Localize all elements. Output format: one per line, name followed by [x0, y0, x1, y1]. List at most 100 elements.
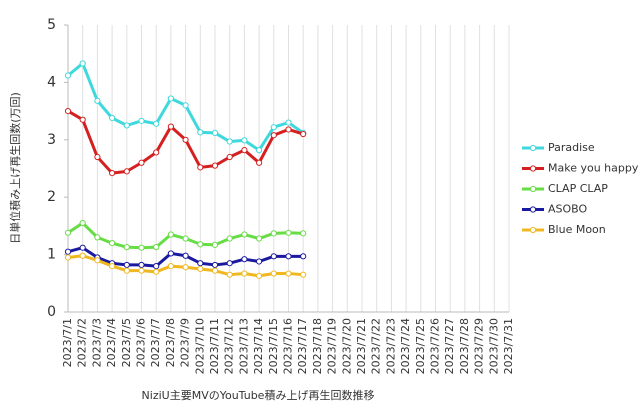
data-point: [270, 230, 277, 237]
x-tick-label: 2023/7/3: [90, 318, 103, 367]
x-tick-label: 2023/7/29: [473, 318, 486, 374]
data-point: [241, 137, 248, 144]
data-point: [94, 257, 101, 264]
data-point: [182, 235, 189, 242]
data-point: [123, 267, 130, 274]
x-tick-label: 2023/7/30: [487, 318, 500, 374]
data-point: [270, 124, 277, 131]
data-point: [226, 271, 233, 278]
x-tick-label: 2023/7/12: [223, 318, 236, 374]
data-point: [197, 265, 204, 273]
data-point: [182, 264, 189, 271]
data-point: [123, 244, 130, 251]
legend-label: ASOBO: [548, 203, 588, 216]
x-tick-label: 2023/7/5: [120, 318, 133, 367]
data-point: [241, 270, 248, 277]
x-tick-label: 2023/7/17: [296, 318, 309, 374]
y-tick-label: 0: [47, 304, 56, 320]
data-point: [270, 132, 277, 139]
data-point: [123, 168, 130, 175]
data-point: [256, 272, 263, 279]
legend-marker: [529, 165, 537, 172]
data-point: [300, 253, 307, 260]
data-point: [109, 114, 116, 122]
data-point: [270, 270, 277, 277]
data-point: [94, 97, 101, 104]
y-tick-label: 5: [47, 17, 56, 33]
x-tick-label: 2023/7/6: [135, 318, 148, 367]
x-axis-title: NiziU主要MVのYouTube積み上げ再生回数推移: [142, 388, 375, 402]
x-tick-label: 2023/7/15: [267, 318, 280, 374]
x-tick-label: 2023/7/28: [458, 318, 471, 374]
x-tick-label: 2023/7/19: [326, 318, 339, 374]
data-point: [94, 153, 101, 161]
data-point: [138, 117, 145, 124]
data-point: [241, 256, 248, 263]
data-point: [226, 138, 233, 145]
x-tick-label: 2023/7/8: [164, 318, 177, 367]
x-tick-label: 2023/7/13: [237, 318, 250, 374]
x-tick-label: 2023/7/7: [149, 318, 162, 367]
x-tick-label: 2023/7/10: [193, 318, 206, 374]
data-point: [182, 252, 189, 259]
data-point: [167, 262, 174, 270]
x-tick-label: 2023/7/24: [399, 318, 412, 374]
data-point: [153, 244, 160, 251]
x-tick-label: 2023/7/22: [370, 318, 383, 374]
data-point: [153, 120, 160, 127]
legend-label: Blue Moon: [548, 223, 606, 236]
data-point: [123, 122, 130, 129]
data-point: [197, 164, 204, 171]
data-point: [197, 241, 204, 248]
data-point: [138, 244, 145, 251]
data-point: [256, 235, 263, 242]
y-axis-title: 日単位積み上げ再生回数(万回): [8, 92, 22, 244]
data-point: [79, 116, 86, 123]
x-tick-label: 2023/7/20: [340, 318, 353, 374]
data-point: [211, 267, 219, 274]
legend-marker: [529, 144, 537, 152]
x-tick-label: 2023/7/9: [179, 318, 192, 367]
y-tick-label: 2: [47, 189, 56, 205]
data-point: [167, 231, 174, 238]
data-point: [109, 262, 116, 270]
data-point: [300, 271, 307, 278]
data-point: [226, 260, 233, 267]
y-tick-label: 4: [47, 74, 56, 90]
data-point: [226, 153, 233, 161]
data-point: [153, 149, 160, 156]
y-tick-label: 1: [47, 247, 56, 263]
data-point: [241, 147, 248, 154]
data-point: [197, 129, 204, 136]
data-point: [285, 119, 292, 126]
data-point: [167, 95, 174, 102]
data-point: [79, 252, 86, 259]
data-point: [79, 244, 86, 251]
legend-marker: [529, 206, 537, 213]
data-point: [64, 72, 72, 79]
data-point: [300, 130, 307, 138]
data-point: [138, 267, 145, 274]
data-point: [138, 261, 145, 269]
x-tick-label: 2023/7/21: [355, 318, 368, 374]
data-point: [211, 261, 219, 269]
data-point: [79, 219, 86, 227]
x-tick-label: 2023/7/23: [384, 318, 397, 374]
data-point: [64, 248, 72, 255]
data-point: [182, 136, 189, 143]
x-tick-label: 2023/7/26: [429, 318, 442, 374]
legend-marker: [529, 226, 537, 234]
data-point: [64, 108, 72, 115]
data-point: [79, 60, 86, 67]
x-tick-label: 2023/7/4: [105, 318, 118, 367]
x-tick-label: 2023/7/27: [443, 318, 456, 374]
data-point: [300, 230, 307, 237]
data-point: [226, 235, 233, 242]
x-tick-label: 2023/7/2: [76, 318, 89, 367]
data-point: [64, 229, 72, 236]
data-point: [197, 260, 204, 267]
data-point: [153, 268, 160, 275]
data-point: [256, 258, 263, 265]
x-tick-label: 2023/7/18: [311, 318, 324, 374]
